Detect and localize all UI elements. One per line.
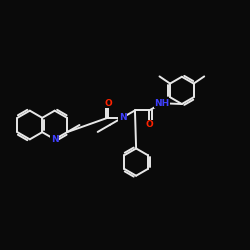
Text: O: O	[104, 99, 112, 108]
Text: N: N	[51, 135, 58, 144]
Text: N: N	[119, 113, 126, 122]
Text: NH: NH	[154, 99, 169, 108]
Text: O: O	[146, 120, 153, 129]
